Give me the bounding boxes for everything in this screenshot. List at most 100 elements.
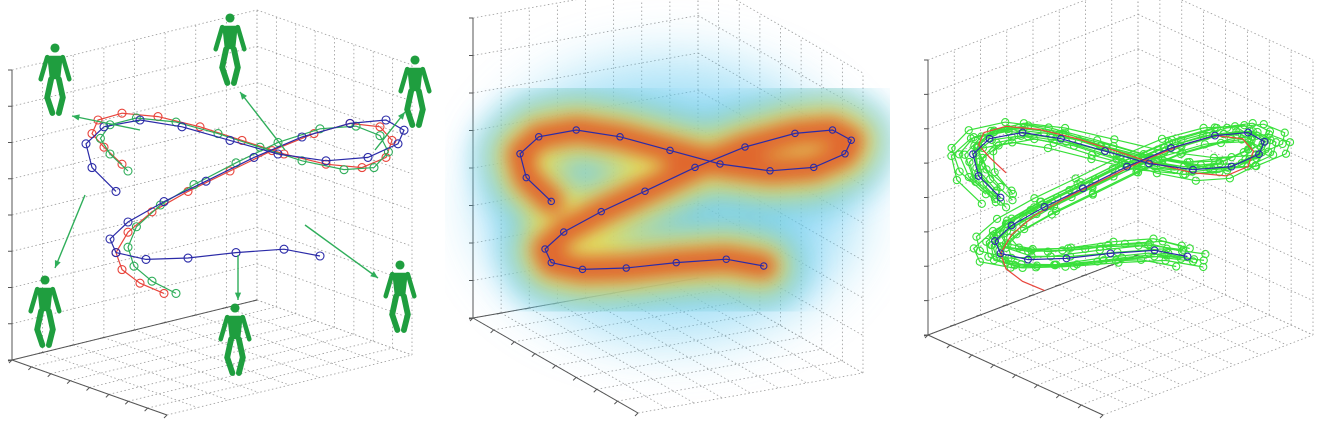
figure-head [395,260,405,270]
sample-series-4-point [1001,203,1011,212]
trajectory-series-point [1150,246,1159,255]
trajectory-series-2-point [393,139,403,149]
trajectory-plot-3d [7,9,432,419]
density-plot-3d [468,0,890,417]
arrow-head [370,271,378,278]
sample-series-1-point [1008,196,1017,205]
y-tick [1002,304,1007,307]
trajectory-series-2-point [321,156,331,166]
grid-line [1085,274,1261,356]
sample-series-8-point [1280,128,1289,137]
y-tick [161,322,166,324]
trajectory-series-point [1079,184,1087,193]
sample-series-3-point [981,190,991,199]
trajectory-series-point [547,258,556,267]
figure-legs [44,76,66,116]
trajectory-series-point [766,167,774,175]
sample-series-7-point [1043,143,1053,153]
trajectory-series [969,128,1269,264]
panel-trajectories [0,0,445,426]
trajectory-series-1-point [315,124,325,134]
sample-series-7-point [991,197,1000,207]
sample-series-8-point [1007,186,1016,195]
sample-series-9-point [989,255,999,265]
grid-line [927,220,1139,301]
sample-trajectories [947,117,1295,273]
sample-series-11-point [1024,121,1033,130]
trajectory-series-2-point [399,125,409,135]
trajectory-series-2-point [183,253,193,263]
sample-series-3-point [1004,253,1013,263]
trajectory-series-2-point [231,248,241,258]
trajectory-series-point [522,173,531,182]
trajectory-series-point [572,126,581,134]
arrow-icon [239,91,286,151]
sample-series-9-point [1008,222,1017,231]
figure-torso [227,315,243,340]
trajectory-series-point [1167,144,1175,152]
trajectory-series-point [1183,252,1192,261]
sample-series-9-point [1018,263,1027,273]
y-tick [1055,284,1060,287]
y-tick [252,299,258,302]
sample-series-3-point [964,126,973,135]
grid-line [89,327,335,388]
arrow-head [240,92,247,100]
grid-line [1180,0,1314,61]
sample-series-4-point [1047,210,1056,219]
samples-plot-3d [923,0,1314,419]
x-tick [66,380,71,384]
y-tick [222,307,227,309]
sample-series-7-point [1087,154,1096,164]
grid-line [256,263,413,320]
sample-series-3-point [972,232,981,241]
x-tick [552,365,556,369]
trajectory-series-1-point [273,137,283,147]
mean-series-line [977,125,1255,292]
trajectory-series-point [841,150,849,158]
sample-series-2-point [955,150,964,159]
sample-series-9-line [964,127,1277,269]
stick-figure-icon [28,275,62,348]
sample-series-6-point [1058,246,1067,255]
figure-head [230,303,240,313]
trajectory-series-point [759,262,768,270]
trajectory-series-2-point [381,115,391,125]
x-tick [572,377,577,381]
sample-series-7-point [1172,262,1181,271]
y-tick [950,324,955,327]
sample-series-10-point [1241,155,1250,164]
density-volume [475,60,890,340]
sample-series-10-point [952,175,962,185]
arrow-shaft [71,115,141,131]
trajectory-series-2-point [177,122,187,132]
figure-legs [389,293,411,333]
grid-line [256,45,413,102]
trajectory-series-1-point [105,149,115,159]
sample-series-3-point [955,167,964,176]
arrow-shaft [239,91,286,151]
grid-line [1111,264,1287,346]
sample-series-1-point [1285,138,1295,147]
figure-arms [213,24,247,52]
trajectory-series-2-point [225,135,235,145]
trajectory-series-1-point [123,242,133,252]
y-tick [69,344,74,347]
x-tick [490,329,494,334]
trajectory-series-1-point [123,166,133,176]
x-tick [124,400,129,405]
sample-series-5-point [1014,243,1024,252]
x-tick [105,394,110,398]
trajectory-series-point [666,146,674,155]
trajectory-series-2-point [87,163,97,173]
x-tick [163,414,168,419]
x-tick [1099,414,1104,419]
trajectory-series-point [847,136,855,144]
figure-torso [37,287,53,312]
y-tick [976,314,981,317]
trajectory-series-point [597,207,606,216]
trajectory-series-0-point [309,129,319,139]
trajectory-series-2-point [315,251,325,261]
sample-series-11-point [1002,216,1012,225]
